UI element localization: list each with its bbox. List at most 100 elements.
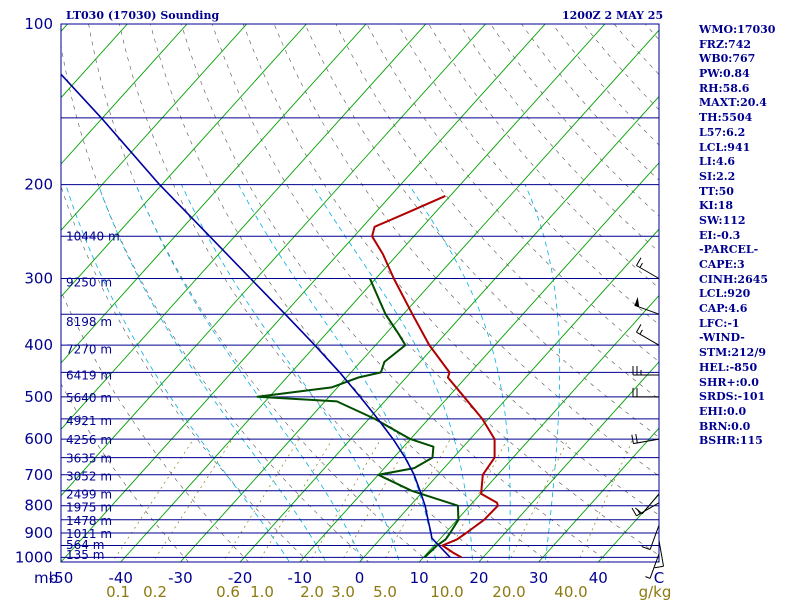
temperature-tick-label: 0: [355, 569, 365, 587]
sounding-index: BSHR:115: [699, 434, 763, 448]
sounding-index: WMO:17030: [699, 23, 776, 36]
sounding-index: PW:0.84: [699, 67, 750, 81]
mixing-ratio-line: [341, 438, 412, 562]
barb-shaft: [658, 540, 665, 567]
mixing-ratio-line: [222, 438, 300, 562]
dewpoint-profile: [256, 278, 460, 559]
sounding-index: SHR+:0.0: [699, 375, 759, 389]
barb-shaft: [633, 438, 660, 445]
dry-adiabat: [61, 383, 190, 562]
sounding-index: CINH:2645: [699, 272, 769, 286]
dry-adiabat: [119, 24, 490, 562]
mixing-ratio-label: 0.2: [143, 583, 167, 600]
sounding-index: LCL:941: [699, 140, 751, 154]
barb-flag: [631, 434, 634, 444]
isotherm: [478, 361, 659, 562]
sounding-index: LI:4.6: [699, 155, 736, 169]
mixing-ratio-label: 0.1: [106, 583, 130, 600]
temperature-tick-label: -20: [228, 569, 253, 587]
height-label: 1975 m: [66, 501, 112, 515]
height-label: 1011 m: [66, 527, 112, 541]
height-label: 10440 m: [66, 229, 120, 243]
dry-adiabat: [459, 24, 659, 253]
isotherm: [61, 24, 367, 364]
dry-adiabat: [61, 43, 370, 562]
dry-adiabat: [211, 24, 659, 556]
sounding-index: -PARCEL-: [699, 243, 759, 257]
wind-barb: [632, 365, 659, 376]
dry-adiabat: [61, 290, 250, 562]
height-label: 135 m: [66, 548, 104, 562]
isotherm: [299, 162, 659, 562]
barb-half-flag: [645, 576, 651, 579]
sounding-index: HEL:-850: [699, 360, 758, 374]
height-label: 2499 m: [66, 487, 112, 501]
temperature-tick-label: C: [654, 569, 664, 587]
mixing-ratio-label: 3.0: [331, 583, 355, 600]
barb-flag: [635, 507, 643, 515]
pressure-tick-label: 200: [24, 176, 53, 194]
wind-barb: [636, 324, 660, 346]
height-label: 1478 m: [66, 514, 112, 528]
mixing-ratio-label: 10.0: [430, 583, 463, 600]
mixing-ratio-label: g/kg: [639, 583, 672, 600]
sounding-index: KI:18: [699, 199, 734, 213]
dry-adiabat: [304, 24, 659, 438]
parcel-profile: [61, 73, 451, 558]
temperature-tick-label: 20: [469, 569, 488, 587]
plot-frame: [60, 23, 660, 563]
moist-adiabat: [97, 184, 327, 562]
pressure-tick-label: 1000: [15, 548, 53, 566]
temperature-tick-label: -30: [168, 569, 193, 587]
sounding-indices-panel: WMO:17030 FRZ:742 WB0:767 PW:0.84 RH:58.6 MAX…: [699, 23, 799, 449]
dry-adiabat: [242, 24, 659, 516]
dry-adiabat: [150, 24, 550, 562]
wind-barb: [641, 524, 660, 551]
x-axis-prefix: mb: [34, 569, 58, 587]
height-label: 8198 m: [66, 315, 112, 329]
temperature-tick-label: -40: [108, 569, 133, 587]
barb-shaft: [636, 331, 660, 346]
pressure-tick-label: 700: [24, 466, 53, 484]
mixing-ratio-label: 20.0: [492, 583, 525, 600]
mixing-ratio-label: 40.0: [554, 583, 587, 600]
sounding-index: TH:5504: [699, 111, 753, 125]
height-label: 9250 m: [66, 275, 112, 289]
moist-adiabat: [65, 184, 290, 562]
pressure-tick-label: 500: [24, 388, 53, 406]
height-label: 564 m: [66, 538, 104, 552]
wind-barb: [645, 553, 660, 579]
isotherm: [61, 24, 248, 232]
height-label: 3635 m: [66, 452, 112, 466]
barb-flag: [636, 324, 642, 333]
sounding-index: LCL:920: [699, 287, 751, 301]
pressure-tick-label: 300: [24, 270, 53, 288]
pressure-tick-label: 800: [24, 497, 53, 515]
barb-flag: [636, 257, 642, 266]
mixing-ratio-line: [111, 438, 194, 562]
barb-flag: [654, 565, 664, 569]
mixing-ratio-line: [443, 438, 508, 562]
dry-adiabat: [61, 185, 310, 562]
wind-barb: [636, 257, 660, 279]
mixing-ratio-line: [383, 438, 451, 562]
wind-barb: [631, 433, 660, 445]
height-label: 6419 m: [66, 369, 112, 383]
pressure-tick-label: 400: [24, 336, 53, 354]
isotherm: [359, 228, 659, 562]
station-title: LT030 (17030) Sounding: [66, 9, 220, 22]
isotherm: [538, 427, 659, 562]
mixing-ratio-label: 5.0: [373, 583, 397, 600]
sounding-index: L57:6.2: [699, 125, 746, 139]
mixing-ratio-label: 1.0: [250, 583, 274, 600]
temperature-tick-label: 10: [410, 569, 429, 587]
height-label: 4256 m: [66, 433, 112, 447]
mixing-ratio-line: [577, 438, 634, 562]
sounding-index: EHI:0.0: [699, 404, 747, 418]
barb-pennant: [634, 296, 640, 308]
sounding-index: CAP:4.6: [699, 302, 748, 316]
sounding-index: RH:58.6: [699, 81, 750, 95]
barb-shaft: [649, 524, 660, 550]
sounding-index: BRN:0.0: [699, 419, 751, 433]
mixing-ratio-line: [152, 438, 233, 562]
